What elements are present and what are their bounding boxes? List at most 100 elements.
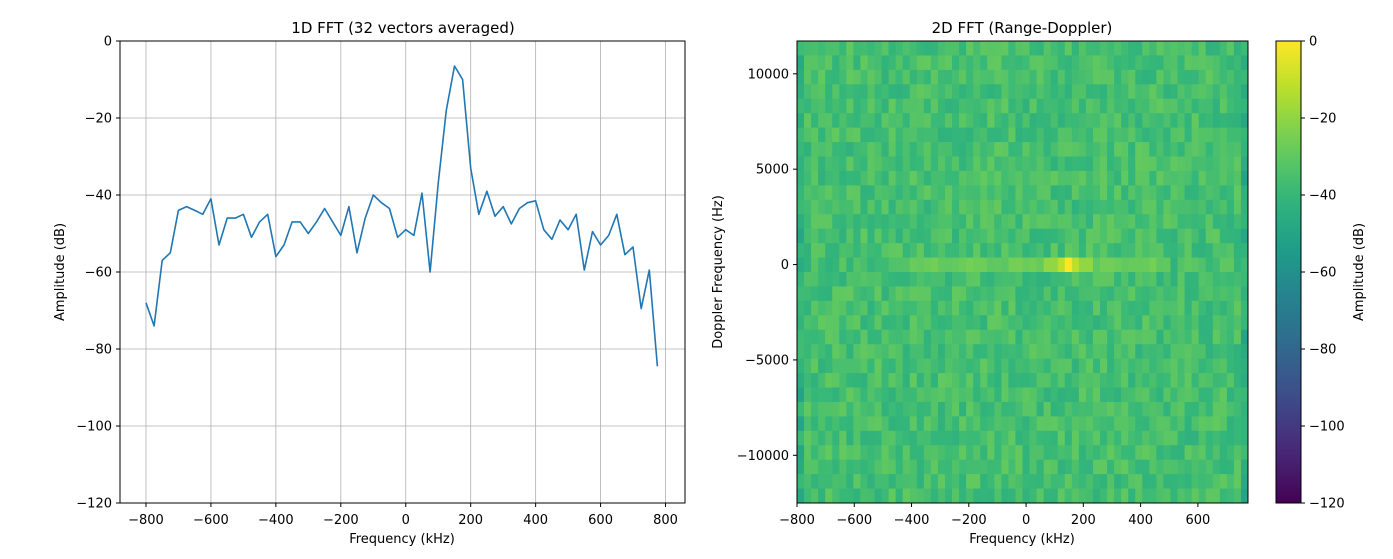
heatmap-cell (966, 98, 974, 114)
heatmap-cell (1135, 474, 1143, 489)
heatmap-cell (1149, 329, 1157, 345)
heatmap-cell (909, 127, 918, 143)
heatmap-cell (1036, 170, 1045, 186)
heatmap-cell (874, 41, 882, 56)
heatmap-cell (811, 387, 819, 403)
heatmap-cell (853, 156, 861, 172)
heatmap-cell (1015, 416, 1023, 432)
heatmap-cell (1029, 69, 1037, 85)
heatmap-cell (1177, 98, 1185, 114)
heatmap-cell (1057, 113, 1066, 129)
heatmap-cell (888, 113, 897, 129)
heatmap-cell (1015, 272, 1023, 287)
heatmap-cell (818, 113, 826, 129)
heatmap-cell (1043, 214, 1052, 230)
heatmap-cell (973, 315, 981, 331)
heatmap-cell (1233, 373, 1242, 388)
heatmap-cell (1064, 488, 1073, 504)
heatmap-cell (1050, 286, 1059, 302)
heatmap-cell (832, 272, 840, 287)
heatmap-cell (973, 474, 981, 489)
heatmap-cell (811, 416, 819, 432)
heatmap-cell (973, 142, 981, 157)
heatmap-cell (1170, 156, 1178, 172)
heatmap-cell (1107, 84, 1115, 100)
heatmap-cell (1008, 474, 1016, 489)
heatmap-cell (1163, 127, 1171, 143)
heatmap-cell (1036, 156, 1045, 172)
heatmap-cell (1114, 127, 1122, 143)
heatmap-cell (937, 474, 946, 489)
heatmap-cell (1163, 199, 1171, 215)
heatmap-cell (1092, 199, 1101, 215)
heatmap-cell (1233, 488, 1242, 504)
heatmap-cell (888, 445, 897, 461)
heatmap-cell (881, 214, 890, 230)
heatmap-cell (1219, 488, 1228, 504)
heatmap-cell (1156, 142, 1164, 157)
heatmap-cell (1085, 55, 1094, 71)
heatmap-cell (1184, 257, 1193, 273)
heatmap-cell (1078, 286, 1087, 302)
heatmap-cell (1240, 170, 1249, 186)
heatmap-cell (867, 142, 875, 157)
heatmap-cell (1240, 243, 1249, 258)
heatmap-cell (1191, 344, 1200, 360)
heatmap-cell (923, 69, 932, 85)
heatmap-cell (1050, 55, 1059, 71)
heatmap-cell (874, 228, 882, 244)
heatmap-cell (916, 214, 925, 230)
heatmap-cell (860, 127, 868, 143)
heatmap-cell (1177, 315, 1185, 331)
heatmap-cell (1163, 315, 1171, 331)
heatmap-cell (1226, 430, 1235, 446)
heatmap-cell (1057, 430, 1066, 446)
heatmap-cell (1170, 358, 1178, 374)
heatmap-cell (994, 286, 1002, 302)
heatmap-cell (1163, 98, 1171, 114)
heatmap-cell (1078, 401, 1087, 417)
heatmap-cell (1240, 199, 1249, 215)
heatmap-cell (1022, 286, 1030, 302)
heatmap-cell (1149, 358, 1157, 374)
heatmap-cell (987, 488, 995, 504)
heatmap-cell (1071, 199, 1080, 215)
heatmap-cell (1114, 445, 1122, 461)
heatmap-cell (987, 185, 995, 201)
heatmap-cell (909, 344, 918, 360)
heatmap-cell (874, 113, 882, 129)
heatmap-cell (1219, 228, 1228, 244)
heatmap-cell (811, 286, 819, 302)
heatmap-cell (1156, 430, 1164, 446)
heatmap-cell (1085, 430, 1094, 446)
heatmap-cell (1149, 401, 1157, 417)
heatmap-cell (832, 214, 840, 230)
heatmap-cell (1121, 156, 1129, 172)
heatmap-cell (1100, 401, 1108, 417)
heatmap-cell (944, 300, 953, 316)
heatmap-cell (832, 300, 840, 316)
heatmap-cell (895, 185, 904, 201)
heatmap-cell (1198, 142, 1207, 157)
heatmap-cell (973, 358, 981, 374)
heatmap-cell (1177, 286, 1185, 302)
heatmap-cell (1205, 156, 1214, 172)
heatmap-cell (923, 300, 932, 316)
range-doppler-xtick-label: 600 (1185, 513, 1210, 528)
heatmap-cell (839, 445, 847, 461)
heatmap-cell (804, 488, 812, 504)
heatmap-cell (1114, 55, 1122, 71)
heatmap-cell (1071, 156, 1080, 172)
heatmap-cell (895, 98, 904, 114)
heatmap-cell (966, 387, 974, 403)
fft-1d-ytick-label: −60 (85, 266, 112, 281)
heatmap-cell (1198, 474, 1207, 489)
heatmap-cell (944, 127, 953, 143)
heatmap-cell (952, 373, 960, 388)
heatmap-cell (1163, 300, 1171, 316)
heatmap-cell (1212, 358, 1221, 374)
heatmap-cell (1008, 459, 1016, 475)
heatmap-cell (1085, 344, 1094, 360)
heatmap-cell (797, 488, 805, 504)
heatmap-cell (944, 488, 953, 504)
